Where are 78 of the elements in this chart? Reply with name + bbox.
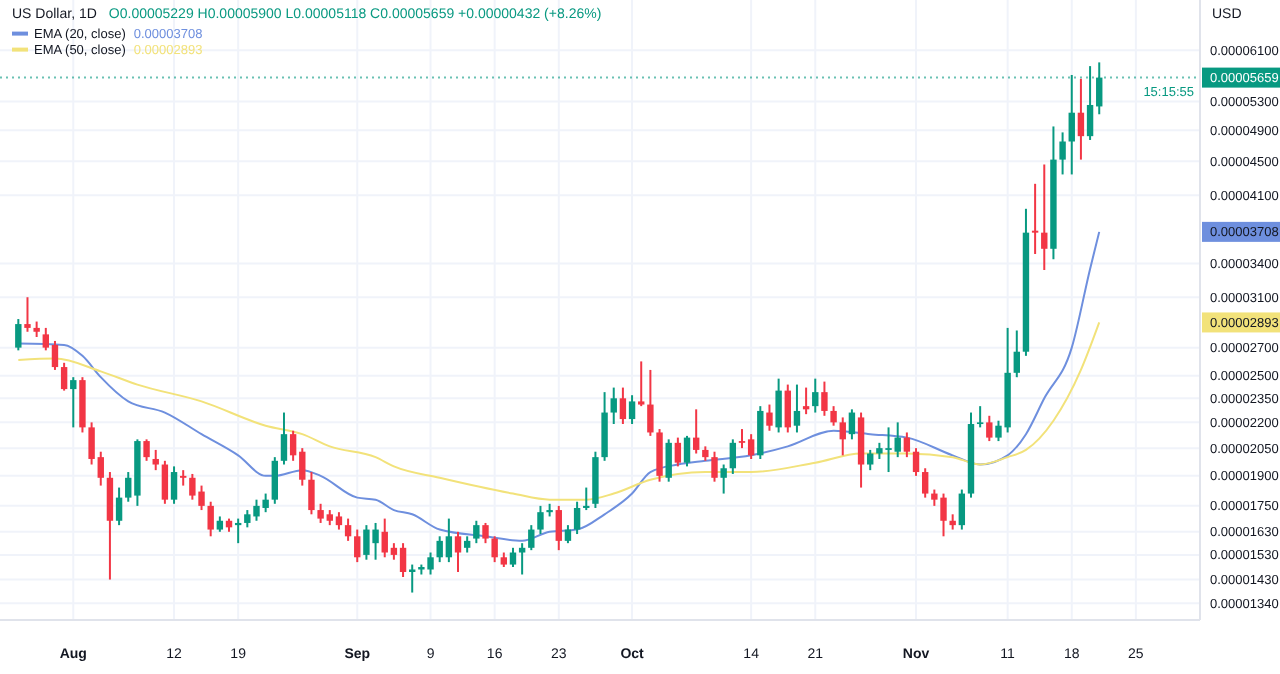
candlestick	[555, 504, 562, 552]
candlestick	[647, 368, 654, 437]
candlestick	[628, 394, 636, 426]
candlestick	[619, 386, 627, 426]
candlestick	[867, 448, 874, 472]
candlestick	[921, 467, 929, 499]
candlestick	[912, 447, 920, 477]
candlestick	[711, 450, 718, 483]
candlestick	[161, 459, 169, 505]
candlestick	[1068, 73, 1075, 176]
candlestick	[409, 563, 416, 594]
candlestick	[1059, 131, 1066, 176]
candlestick	[60, 361, 68, 392]
candlestick	[491, 535, 498, 564]
candlestick	[207, 500, 214, 538]
candlestick	[692, 408, 700, 455]
candlestick	[830, 405, 837, 427]
candlestick	[344, 517, 352, 542]
candlestick	[656, 428, 663, 483]
candlestick	[601, 391, 608, 462]
candlestick	[528, 524, 535, 552]
candlestick	[903, 431, 911, 459]
candlestick	[592, 450, 599, 509]
candlestick	[51, 339, 59, 371]
candlestick	[518, 542, 526, 576]
candlestick	[354, 528, 361, 564]
candlestick	[271, 456, 279, 505]
candlestick	[848, 408, 856, 441]
candlestick	[24, 296, 31, 333]
candlestick	[729, 438, 737, 475]
candlestick	[976, 405, 984, 429]
candlestick	[482, 521, 489, 545]
candlestick	[308, 471, 315, 516]
candlestick	[509, 546, 517, 569]
candlestick	[665, 438, 672, 483]
candlestick	[610, 386, 617, 426]
candlestick	[802, 386, 810, 416]
candlestick	[1086, 65, 1094, 141]
candlestick	[170, 465, 178, 505]
candlestick	[454, 530, 462, 573]
candlestick	[1031, 182, 1039, 255]
candlestick	[143, 438, 150, 462]
candlestick	[180, 469, 187, 487]
candlestick	[757, 405, 764, 460]
candlestick	[583, 486, 590, 512]
candlestick	[564, 524, 572, 545]
line-series	[17, 321, 1101, 501]
candlestick	[1041, 163, 1048, 272]
candlestick	[839, 416, 846, 457]
candlestick	[280, 411, 288, 466]
candlestick	[115, 486, 123, 527]
candlestick	[857, 411, 865, 489]
candlestick	[821, 380, 828, 417]
candlestick	[674, 436, 682, 468]
candlestick	[812, 377, 819, 414]
candlestick	[986, 414, 993, 443]
candlestick	[784, 383, 791, 434]
candlestick	[399, 542, 407, 579]
candlestick	[1077, 77, 1085, 161]
candlestick	[537, 504, 544, 536]
candlestick	[152, 448, 159, 472]
candlestick	[793, 383, 801, 434]
candlestick	[958, 488, 966, 531]
candlestick	[106, 471, 114, 581]
candlestick	[766, 403, 773, 432]
candlestick	[473, 519, 480, 545]
candlestick	[638, 360, 645, 408]
line-series	[17, 230, 1101, 542]
candlestick	[1013, 329, 1020, 379]
candlestick	[738, 428, 746, 450]
candlestick	[70, 376, 77, 429]
candlestick	[15, 318, 22, 352]
candlestick	[79, 376, 86, 434]
candlestick	[747, 433, 755, 460]
candlestick	[775, 377, 782, 434]
candlestick	[573, 500, 581, 536]
candlestick	[683, 434, 691, 468]
candlestick	[720, 463, 727, 495]
